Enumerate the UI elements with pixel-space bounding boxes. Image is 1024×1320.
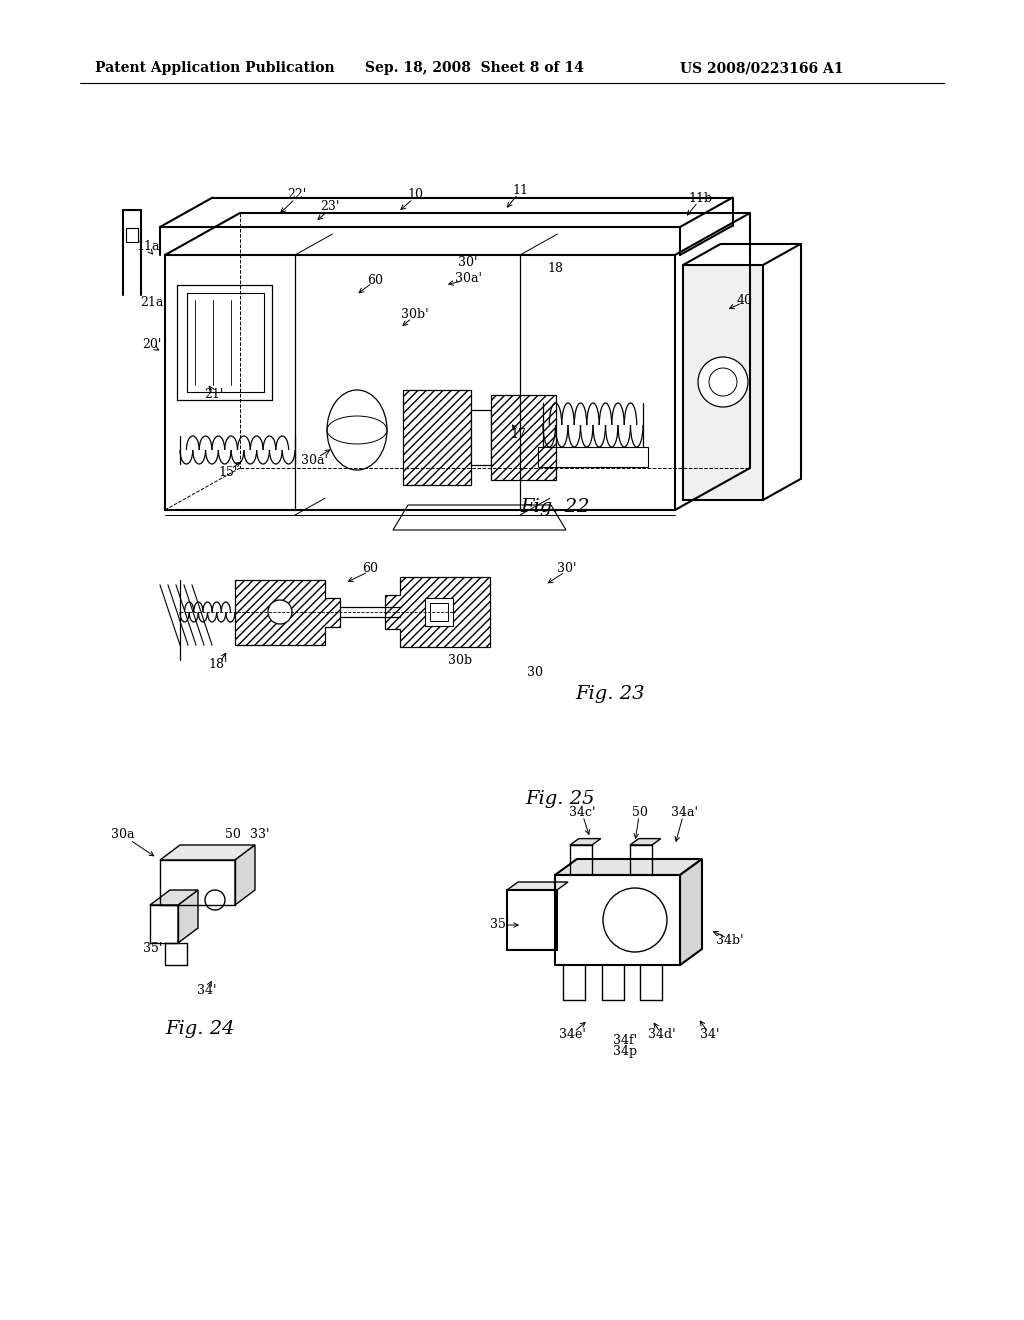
Text: 50: 50: [225, 829, 241, 842]
Text: 18: 18: [547, 261, 563, 275]
Text: 34d': 34d': [648, 1028, 676, 1041]
Text: 34b': 34b': [716, 933, 743, 946]
Text: 20': 20': [142, 338, 162, 351]
Circle shape: [698, 356, 748, 407]
Polygon shape: [150, 890, 198, 906]
Text: 21': 21': [205, 388, 223, 401]
Polygon shape: [630, 838, 660, 845]
Text: 50: 50: [632, 807, 648, 820]
Text: 34a': 34a': [672, 807, 698, 820]
Text: 30': 30': [557, 562, 577, 576]
Polygon shape: [570, 838, 601, 845]
Bar: [471, 411, 490, 465]
Text: 15': 15': [218, 466, 238, 479]
Bar: [490, 395, 556, 480]
Text: 18': 18': [208, 659, 227, 672]
Text: 30: 30: [527, 667, 543, 680]
Text: 34': 34': [700, 1028, 720, 1041]
Text: 11a: 11a: [136, 240, 160, 253]
Polygon shape: [234, 845, 255, 906]
Text: Fig. 24: Fig. 24: [165, 1020, 234, 1038]
Text: Fig. 25: Fig. 25: [525, 789, 595, 808]
Text: 34e': 34e': [558, 1028, 586, 1041]
Bar: [683, 265, 763, 500]
Text: 34f': 34f': [613, 1034, 637, 1047]
Bar: [538, 447, 648, 467]
Text: US 2008/0223166 A1: US 2008/0223166 A1: [680, 61, 844, 75]
Bar: [425, 598, 453, 626]
Bar: [430, 603, 449, 620]
Text: 60: 60: [362, 562, 378, 576]
Text: 60: 60: [367, 273, 383, 286]
Polygon shape: [178, 890, 198, 942]
Text: 30a': 30a': [455, 272, 481, 285]
Text: 30b: 30b: [447, 653, 472, 667]
Text: Sep. 18, 2008  Sheet 8 of 14: Sep. 18, 2008 Sheet 8 of 14: [365, 61, 584, 75]
Text: 35': 35': [143, 941, 163, 954]
Text: 17: 17: [510, 429, 526, 441]
Polygon shape: [555, 859, 702, 875]
Text: Patent Application Publication: Patent Application Publication: [95, 61, 335, 75]
Polygon shape: [234, 579, 340, 645]
Text: 30': 30': [459, 256, 478, 268]
Text: 30b': 30b': [401, 309, 429, 322]
Polygon shape: [160, 845, 255, 861]
Text: 34': 34': [198, 983, 217, 997]
Text: 23': 23': [321, 201, 340, 214]
Text: 34p: 34p: [613, 1045, 637, 1059]
Polygon shape: [385, 577, 490, 647]
Circle shape: [205, 890, 225, 909]
Circle shape: [268, 601, 292, 624]
Text: 30a': 30a': [301, 454, 329, 466]
Text: Fig. 22: Fig. 22: [520, 498, 590, 516]
Text: Fig. 23: Fig. 23: [575, 685, 645, 704]
Text: 33': 33': [250, 829, 269, 842]
Text: 35': 35': [490, 919, 510, 932]
Bar: [403, 389, 471, 484]
Text: 34c': 34c': [568, 807, 595, 820]
Circle shape: [603, 888, 667, 952]
Polygon shape: [680, 859, 702, 965]
Text: 11b: 11b: [688, 191, 712, 205]
Polygon shape: [507, 882, 568, 890]
Text: 30a: 30a: [112, 829, 135, 842]
Text: 11: 11: [512, 183, 528, 197]
Text: 40: 40: [737, 293, 753, 306]
Text: 10: 10: [407, 189, 423, 202]
Text: 22': 22': [288, 189, 306, 202]
Text: 21a: 21a: [140, 297, 164, 309]
